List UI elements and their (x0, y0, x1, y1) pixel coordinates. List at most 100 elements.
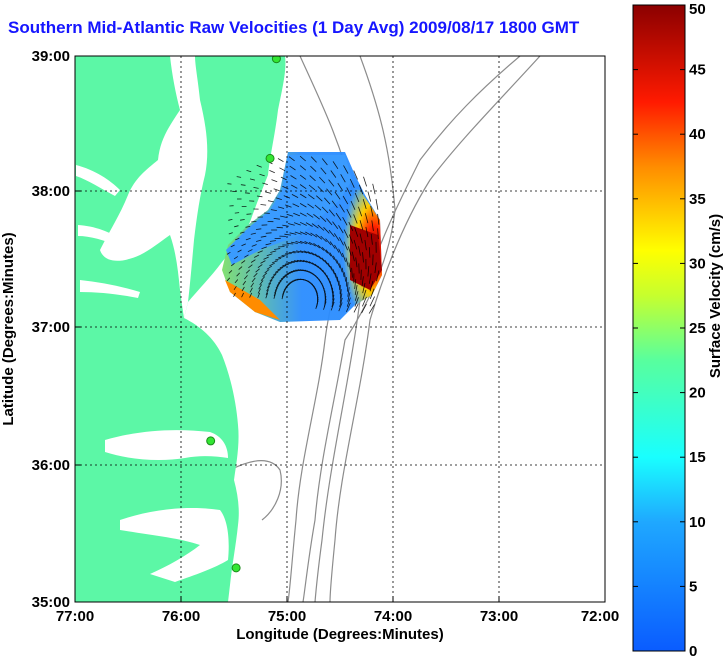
velocity-vector (317, 186, 324, 193)
velocity-vector (332, 291, 334, 301)
velocity-vector (351, 251, 355, 262)
velocity-vector (291, 194, 299, 198)
velocity-vector (364, 239, 367, 251)
velocity-vector (234, 212, 240, 214)
velocity-vector (353, 239, 358, 250)
velocity-vector (323, 227, 330, 234)
velocity-vector (236, 272, 240, 277)
velocity-vector (338, 248, 343, 258)
colorbar-tick-label: 35 (689, 191, 706, 208)
velocity-vector (319, 176, 326, 184)
velocity-vector (313, 213, 320, 220)
velocity-vector (321, 158, 328, 166)
radar-station-marker (271, 56, 281, 64)
velocity-vector (241, 286, 245, 292)
velocity-vector (334, 244, 340, 253)
velocity-vector (265, 289, 269, 295)
velocity-vector (284, 233, 292, 236)
velocity-vector (346, 208, 352, 218)
velocity-vector (323, 301, 327, 310)
velocity-vector (306, 212, 314, 218)
velocity-vector (346, 187, 352, 197)
velocity-vector (328, 179, 335, 187)
velocity-vector (307, 251, 315, 256)
x-axis-label: Longitude (Degrees:Minutes) (236, 626, 444, 643)
velocity-vector (347, 282, 349, 292)
velocity-vector (226, 251, 231, 255)
velocity-vector (235, 237, 240, 241)
velocity-vector (336, 276, 340, 286)
land-mass (75, 56, 286, 602)
velocity-vector (347, 292, 351, 302)
velocity-vector (346, 297, 351, 307)
velocity-vector (324, 197, 331, 205)
velocity-vector (268, 279, 273, 285)
x-tick-label: 77:00 (56, 608, 94, 625)
velocity-vector (230, 262, 235, 267)
coastal-sound (105, 430, 228, 460)
velocity-vector (321, 246, 328, 254)
velocity-vector (348, 262, 351, 273)
velocity-vector (338, 237, 344, 246)
velocity-vector (345, 257, 349, 267)
velocity-vector (266, 265, 273, 270)
velocity-vector (271, 179, 278, 183)
velocity-vector (368, 247, 371, 258)
velocity-vector (260, 260, 266, 264)
velocity-vector (377, 213, 380, 225)
velocity-vector (257, 250, 263, 254)
grid-lines (75, 56, 605, 602)
velocity-vector (332, 221, 339, 229)
velocity-vector (234, 279, 239, 284)
velocity-vector (309, 175, 316, 182)
velocity-vector (325, 238, 332, 246)
velocity-vector (228, 232, 233, 235)
velocity-vector (273, 218, 280, 220)
velocity-vector (255, 239, 262, 242)
velocity-vector (274, 248, 281, 250)
velocity-vector (369, 280, 374, 292)
velocity-vector (299, 212, 307, 217)
velocity-vector (257, 264, 263, 269)
velocity-vector (347, 287, 350, 297)
colorbar-tick-label: 30 (689, 255, 706, 272)
velocity-vector (342, 195, 349, 205)
velocity-vector (228, 270, 233, 274)
velocity-vector (293, 222, 301, 226)
y-axis-label: Latitude (Degrees:Minutes) (0, 232, 17, 425)
velocity-vector (277, 206, 285, 209)
chesapeake-bay (100, 56, 208, 318)
velocity-vector (305, 222, 313, 227)
velocity-vector (289, 165, 296, 171)
colorbar-label: Surface Velocity (cm/s) (707, 214, 724, 378)
velocity-vector (233, 285, 237, 291)
velocity-vector (330, 301, 335, 311)
velocity-vector (296, 250, 304, 253)
velocity-vector (354, 291, 359, 301)
velocity-vector (291, 184, 298, 189)
velocity-vector (351, 267, 353, 278)
velocity-vector (310, 165, 317, 172)
velocity-vector (330, 265, 335, 275)
velocity-vector (277, 267, 284, 271)
velocity-vector (240, 219, 245, 221)
velocity-vector (344, 272, 346, 282)
velocity-vector (299, 193, 307, 199)
velocity-vector (358, 206, 363, 217)
velocity-vector (293, 260, 301, 262)
map-title: Southern Mid-Atlantic Raw Velocities (1 … (8, 18, 580, 37)
velocity-vector (255, 268, 260, 273)
colorbar-tick-label: 40 (689, 126, 706, 143)
velocity-vector (241, 292, 244, 298)
velocity-vector (340, 174, 346, 183)
velocity-vector (358, 245, 361, 256)
velocity-vector (289, 232, 297, 235)
velocity-vector (314, 204, 322, 211)
velocity-vector (258, 284, 262, 290)
velocity-vector (362, 198, 367, 210)
velocity-vector (249, 287, 253, 293)
velocity-vector (336, 259, 341, 268)
velocity-vector (249, 292, 253, 298)
